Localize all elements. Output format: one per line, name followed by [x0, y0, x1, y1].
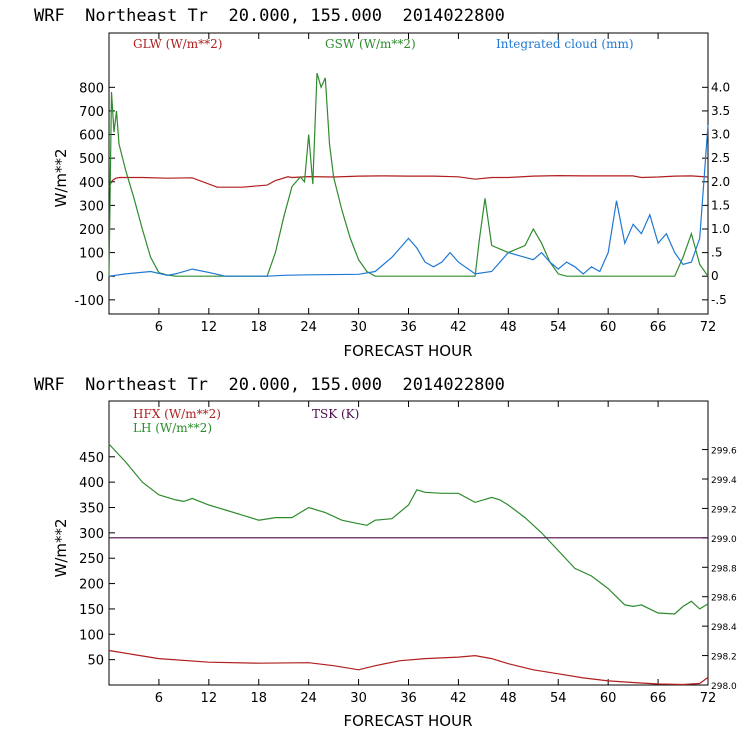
- top-y-tick-labels: 800 700 600 500 400 300 200 100 0 -100: [74, 81, 104, 309]
- y2-tick-label: 299.2: [711, 505, 737, 515]
- bottom-tick-marks: [109, 401, 709, 686]
- y2-tick-label: 0: [711, 269, 719, 283]
- legend-integrated-cloud: Integrated cloud (mm): [496, 37, 634, 51]
- legend-hfx: HFX (W/m**2): [133, 407, 221, 421]
- y-tick-label: 300: [79, 527, 104, 542]
- y2-tick-label: 4.0: [711, 80, 730, 94]
- x-tick-label: 18: [250, 320, 267, 335]
- x-tick-label: 6: [155, 320, 163, 335]
- y2-tick-label: 3.5: [711, 104, 730, 118]
- bottom-chart: WRF Northeast Tr 20.000, 155.000 2014022…: [34, 375, 737, 730]
- y-tick-label: 300: [79, 199, 104, 214]
- series-line-lh: [108, 443, 709, 615]
- bottom-chart-title: WRF Northeast Tr 20.000, 155.000 2014022…: [34, 375, 505, 395]
- y2-tick-label: 3.0: [711, 128, 730, 142]
- x-tick-label: 36: [400, 320, 417, 335]
- y2-tick-label: 298.2: [711, 653, 737, 663]
- y-tick-label: 0: [96, 270, 104, 285]
- y-tick-label: 400: [79, 176, 104, 191]
- y2-tick-label: 299.6: [711, 447, 737, 457]
- top-y2-tick-labels: 4.0 3.5 3.0 2.5 2.0 1.5 1.0 .5 0 -.5: [711, 80, 730, 307]
- y-tick-label: 200: [79, 223, 104, 238]
- x-tick-label: 54: [550, 320, 567, 335]
- y-tick-label: 500: [79, 152, 104, 167]
- x-tick-label: 24: [300, 320, 317, 335]
- x-tick-label: 30: [350, 691, 367, 706]
- y-tick-label: 400: [79, 476, 104, 491]
- top-chart: WRF Northeast Tr 20.000, 155.000 2014022…: [34, 6, 730, 360]
- y2-tick-label: 2.0: [711, 175, 730, 189]
- bottom-x-tick-labels: 6 12 18 24 30 36 42 48 54 60 66 72: [155, 691, 716, 706]
- series-line-glw: [108, 174, 709, 188]
- x-tick-label: 42: [450, 320, 467, 335]
- y-tick-label: 800: [79, 81, 104, 96]
- top-x-tick-labels: 6 12 18 24 30 36 42 48 54 60 66 72: [155, 320, 716, 335]
- y2-tick-label: 298.6: [711, 594, 737, 604]
- y-tick-label: 200: [79, 578, 104, 593]
- x-tick-label: 36: [400, 691, 417, 706]
- x-tick-label: 48: [500, 320, 517, 335]
- bottom-y-axis-label: W/m**2: [52, 518, 70, 577]
- y2-tick-label: 298.4: [711, 623, 737, 633]
- y-tick-label: 700: [79, 105, 104, 120]
- y2-tick-label: 298.8: [711, 564, 737, 574]
- legend-glw: GLW (W/m**2): [133, 37, 222, 51]
- y-tick-label: 250: [79, 552, 104, 567]
- x-tick-label: 60: [600, 691, 617, 706]
- y-tick-label: 100: [79, 628, 104, 643]
- y2-tick-label: 1.5: [711, 198, 730, 212]
- y-tick-label: 50: [87, 654, 104, 669]
- y-tick-label: 450: [79, 451, 104, 466]
- top-chart-title: WRF Northeast Tr 20.000, 155.000 2014022…: [34, 6, 505, 26]
- top-plot-frame: [108, 32, 709, 315]
- series-line-gsw: [108, 72, 709, 277]
- y-tick-label: 600: [79, 129, 104, 144]
- bottom-y2-tick-labels: 299.6 299.4 299.2 299.0 298.8 298.6 298.4 298.2…: [711, 447, 737, 692]
- x-tick-label: 66: [650, 691, 667, 706]
- x-tick-label: 12: [201, 320, 218, 335]
- top-tick-marks: [109, 33, 709, 314]
- bottom-plot-frame: [108, 400, 709, 686]
- x-tick-label: 12: [201, 691, 218, 706]
- x-tick-label: 18: [250, 691, 267, 706]
- top-x-axis-label: FORECAST HOUR: [343, 342, 472, 360]
- x-tick-label: 6: [155, 691, 163, 706]
- bottom-y-tick-labels: 450 400 350 300 250 200 150 100 50: [79, 451, 104, 669]
- x-tick-label: 30: [350, 320, 367, 335]
- y2-tick-label: 299.0: [711, 535, 737, 545]
- bottom-x-axis-label: FORECAST HOUR: [343, 712, 472, 730]
- legend-tsk: TSK (K): [312, 407, 359, 421]
- x-tick-label: 24: [300, 691, 317, 706]
- y-tick-label: 100: [79, 247, 104, 262]
- y2-tick-label: .5: [711, 246, 722, 260]
- y2-tick-label: 299.4: [711, 476, 737, 486]
- y2-tick-label: -.5: [711, 293, 727, 307]
- x-tick-label: 42: [450, 691, 467, 706]
- legend-gsw: GSW (W/m**2): [325, 37, 416, 51]
- x-tick-label: 54: [550, 691, 567, 706]
- x-tick-label: 48: [500, 691, 517, 706]
- x-tick-label: 72: [700, 691, 717, 706]
- series-line-integrated-cloud: [108, 125, 709, 277]
- x-tick-label: 66: [650, 320, 667, 335]
- top-y-axis-label: W/m**2: [52, 148, 70, 207]
- y-tick-label: 350: [79, 502, 104, 517]
- y2-tick-label: 1.0: [711, 222, 730, 236]
- y-tick-label: 150: [79, 603, 104, 618]
- x-tick-label: 72: [700, 320, 717, 335]
- x-tick-label: 60: [600, 320, 617, 335]
- y2-tick-label: 2.5: [711, 151, 730, 165]
- legend-lh: LH (W/m**2): [133, 421, 212, 435]
- y2-tick-label: 298.0: [711, 682, 737, 692]
- series-line-hfx: [108, 649, 709, 686]
- y-tick-label: -100: [74, 294, 104, 309]
